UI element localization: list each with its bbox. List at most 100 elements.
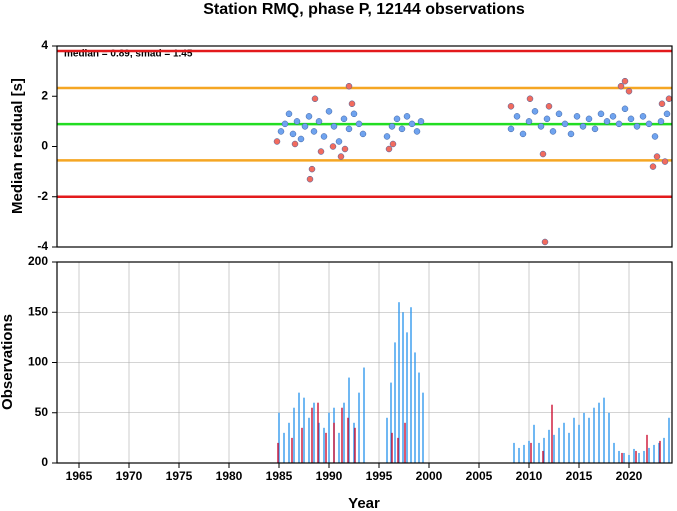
bar	[528, 440, 530, 463]
point	[393, 115, 401, 123]
point	[348, 100, 356, 108]
point	[543, 115, 551, 123]
point	[526, 95, 534, 103]
bar	[308, 417, 310, 463]
bar	[311, 407, 313, 463]
bar	[313, 402, 315, 463]
point	[591, 125, 599, 133]
point	[658, 100, 666, 108]
point	[645, 120, 653, 128]
point	[621, 77, 629, 85]
y-tick-label: 50	[35, 405, 49, 419]
bar	[343, 402, 345, 463]
x-tick-label: 1975	[166, 469, 193, 483]
x-tick-label: 2000	[416, 469, 443, 483]
point	[519, 130, 527, 138]
bar	[646, 434, 648, 463]
point	[625, 87, 633, 95]
annotation: median = 0.89, smad = 1.45	[64, 49, 193, 60]
bar	[354, 427, 356, 463]
bar	[328, 412, 330, 463]
point	[291, 140, 299, 148]
point	[541, 238, 549, 246]
bar	[653, 444, 655, 463]
bar	[618, 450, 620, 463]
bar	[363, 367, 365, 463]
point	[388, 123, 396, 130]
y-axis-label: Median residual [s]	[9, 78, 26, 214]
bar	[303, 397, 305, 463]
point	[573, 113, 581, 120]
point	[289, 130, 297, 138]
bar	[553, 434, 555, 463]
point	[320, 133, 328, 140]
x-tick-label: 1980	[216, 469, 243, 483]
point	[301, 123, 309, 130]
bar	[298, 392, 300, 463]
point	[597, 110, 605, 118]
bar	[542, 450, 544, 463]
point	[621, 105, 629, 113]
point	[555, 110, 563, 118]
point	[345, 125, 353, 133]
bar	[638, 452, 640, 463]
bar	[390, 382, 392, 463]
bar	[633, 448, 635, 463]
point	[335, 138, 343, 145]
point	[507, 125, 515, 133]
point	[325, 108, 333, 115]
x-tick-label: 2020	[616, 469, 643, 483]
bar	[573, 417, 575, 463]
y-tick-label: -2	[37, 189, 48, 203]
bar	[603, 397, 605, 463]
point	[311, 95, 319, 103]
point	[355, 120, 363, 128]
point	[627, 115, 635, 123]
bar	[658, 442, 660, 463]
x-tick-label: 2010	[516, 469, 543, 483]
point	[539, 150, 547, 158]
bar	[341, 407, 343, 463]
point	[281, 120, 289, 128]
point	[603, 118, 611, 125]
bar	[523, 444, 525, 463]
point	[417, 118, 425, 125]
bar	[348, 377, 350, 463]
bar	[323, 427, 325, 463]
point	[329, 143, 337, 150]
bar	[635, 450, 637, 463]
y-axis-label: Observations	[0, 314, 16, 410]
point	[657, 118, 665, 125]
bar	[588, 417, 590, 463]
bar	[288, 422, 290, 463]
point	[585, 115, 593, 123]
point	[545, 103, 553, 110]
bar	[404, 422, 406, 463]
bar	[538, 442, 540, 463]
point	[537, 123, 545, 130]
point	[615, 120, 623, 128]
y-tick-label: 200	[28, 254, 48, 268]
point	[665, 95, 673, 103]
bar	[659, 440, 661, 463]
bar	[613, 442, 615, 463]
point	[513, 113, 521, 120]
bar	[347, 417, 349, 463]
point	[273, 138, 281, 145]
bar	[518, 447, 520, 463]
point	[359, 130, 367, 138]
bar	[628, 454, 630, 463]
bar	[318, 422, 320, 463]
point	[549, 128, 557, 135]
y-tick-label: 150	[28, 304, 48, 318]
bar	[422, 392, 424, 463]
point	[408, 120, 416, 128]
bar	[394, 342, 396, 463]
x-tick-label: 1990	[316, 469, 343, 483]
bar	[621, 452, 623, 463]
point	[567, 130, 575, 138]
y-tick-label: 0	[41, 455, 48, 469]
x-tick-label: 1995	[366, 469, 393, 483]
x-tick-label: 1970	[116, 469, 143, 483]
plot-frame	[56, 261, 673, 464]
